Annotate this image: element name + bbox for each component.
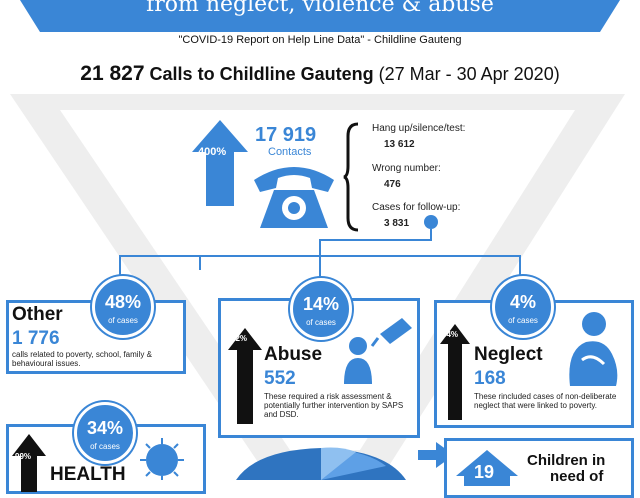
neglect-desc: These rincluded cases of non-deliberate … xyxy=(474,392,617,410)
wrong-number-value: 476 xyxy=(384,179,401,190)
health-pct: 34% xyxy=(86,418,124,438)
contacts-count: 17 919 xyxy=(255,124,317,146)
abuse-up-arrow-icon xyxy=(228,328,262,424)
abuse-count: 552 xyxy=(264,368,296,389)
other-pct-label: of cases xyxy=(108,316,138,325)
contacts-label: Contacts xyxy=(268,146,312,158)
health-up-arrow-icon xyxy=(12,434,46,492)
neglect-arrow-pct: 54% xyxy=(442,330,459,339)
hangup-value: 13 612 xyxy=(384,139,415,150)
crying-child-icon xyxy=(344,318,412,384)
neglect-pct-badge: 4% of cases xyxy=(492,276,554,338)
neglect-up-arrow-icon xyxy=(440,324,470,420)
banner-ribbon-ends xyxy=(20,0,620,32)
neglect-count: 168 xyxy=(474,368,506,389)
other-desc: calls related to poverty, school, family… xyxy=(12,350,152,368)
abuse-pct-badge: 14% of cases xyxy=(290,278,352,340)
other-count: 1 776 xyxy=(12,328,60,349)
health-pct-badge: 34% of cases xyxy=(74,402,136,464)
other-pct: 48% xyxy=(104,292,142,312)
other-title: Other xyxy=(12,304,63,325)
abuse-arrow-pct: 62% xyxy=(231,334,248,343)
hangup-label: Hang up/silence/test: xyxy=(372,123,466,134)
abuse-pct: 14% xyxy=(302,294,340,314)
total-calls-headline: 21 827 Calls to Childline Gauteng (27 Ma… xyxy=(0,62,640,86)
followup-label: Cases for follow-up: xyxy=(372,202,461,213)
sad-child-icon xyxy=(569,312,618,386)
report-period: (27 Mar - 30 Apr 2020) xyxy=(378,64,560,84)
children-title-line2: need of xyxy=(550,468,604,485)
banner-title: from neglect, violence & abuse xyxy=(146,0,494,17)
contacts-growth-pct: 400% xyxy=(198,146,227,158)
up-arrow-icon xyxy=(192,120,248,206)
children-count: 19 xyxy=(474,462,495,482)
wrong-number-label: Wrong number: xyxy=(372,163,441,174)
total-calls-label: Calls to xyxy=(149,64,215,84)
pie-chart-fragment xyxy=(236,447,406,480)
title-banner xyxy=(56,0,584,32)
abuse-desc: These required a risk assessment & poten… xyxy=(264,392,404,419)
followup-value: 3 831 xyxy=(384,218,410,229)
brace-icon xyxy=(343,122,359,232)
other-pct-badge: 48% of cases xyxy=(92,276,154,338)
neglect-pct-label: of cases xyxy=(508,316,538,325)
health-arrow-pct: 99% xyxy=(15,452,32,461)
health-title: HEALTH xyxy=(50,464,126,485)
virus-icon xyxy=(140,438,184,480)
neglect-pct: 4% xyxy=(509,292,536,312)
abuse-title: Abuse xyxy=(264,344,323,365)
org-name: Childline Gauteng xyxy=(219,64,374,84)
neglect-title: Neglect xyxy=(474,344,543,365)
children-title-line1: Children in xyxy=(527,452,606,469)
total-calls-count: 21 827 xyxy=(80,62,145,85)
health-pct-label: of cases xyxy=(90,442,120,451)
connector-lines xyxy=(119,215,521,280)
report-subtitle: "COVID-19 Report on Help Line Data" - Ch… xyxy=(178,34,462,46)
abuse-pct-label: of cases xyxy=(306,318,336,327)
telephone-icon xyxy=(254,167,334,228)
